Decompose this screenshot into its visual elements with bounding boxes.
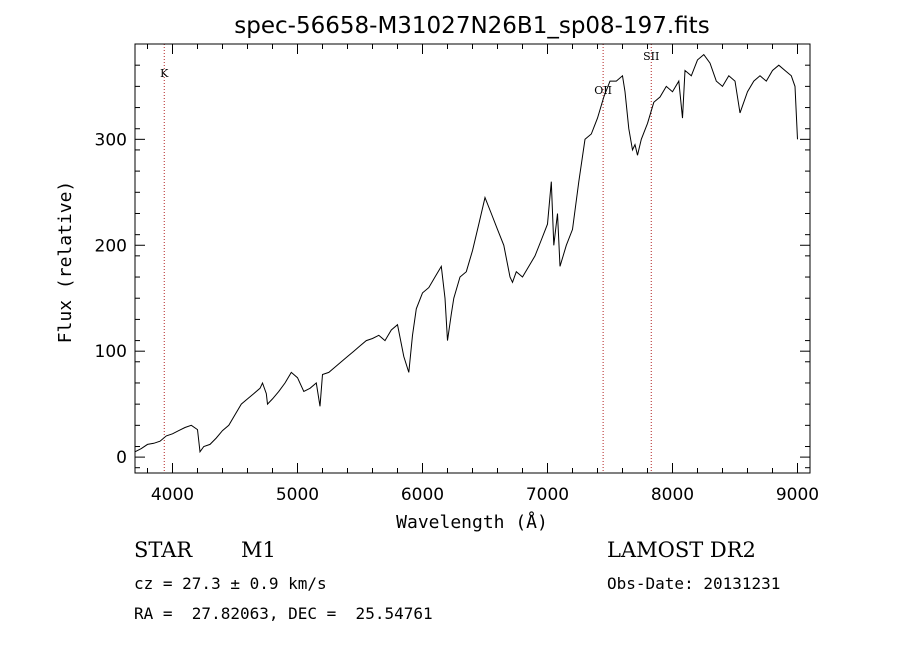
- x-tick-label: 4000: [151, 485, 194, 505]
- obs-date: Obs-Date: 20131231: [607, 574, 781, 593]
- x-tick-label: 5000: [276, 485, 319, 505]
- coordinates-text: RA = 27.82063, DEC = 25.54761: [134, 604, 433, 623]
- spectrum-line: [134, 53, 798, 454]
- x-tick-label: 6000: [401, 485, 444, 505]
- y-tick-label: 200: [95, 236, 127, 256]
- plot-frame: [134, 43, 811, 474]
- line-label-k: K: [160, 67, 169, 80]
- line-label-sii: SII: [643, 50, 659, 63]
- axis-ticks: 4000 5000 6000 7000 8000 9000 0 100 200 300: [95, 44, 819, 505]
- x-axis-label: Wavelength (Å): [396, 511, 548, 533]
- object-type: STAR: [134, 538, 193, 562]
- line-label-oii: OII: [594, 84, 612, 97]
- object-subclass: M1: [241, 538, 276, 562]
- spectral-line-markers: K OII SII: [160, 44, 659, 473]
- chart-title: spec-56658-M31027N26B1_sp08-197.fits: [234, 13, 709, 39]
- x-tick-label: 7000: [526, 485, 569, 505]
- redshift-text: cz = 27.3 ± 0.9 km/s: [134, 574, 327, 593]
- y-axis-label: Flux (relative): [55, 181, 76, 344]
- x-tick-label: 8000: [651, 485, 694, 505]
- x-tick-label: 9000: [776, 485, 819, 505]
- y-tick-label: 300: [95, 130, 127, 150]
- survey-name: LAMOST DR2: [607, 538, 756, 562]
- y-tick-label: 0: [116, 448, 127, 468]
- y-tick-label: 100: [95, 342, 127, 362]
